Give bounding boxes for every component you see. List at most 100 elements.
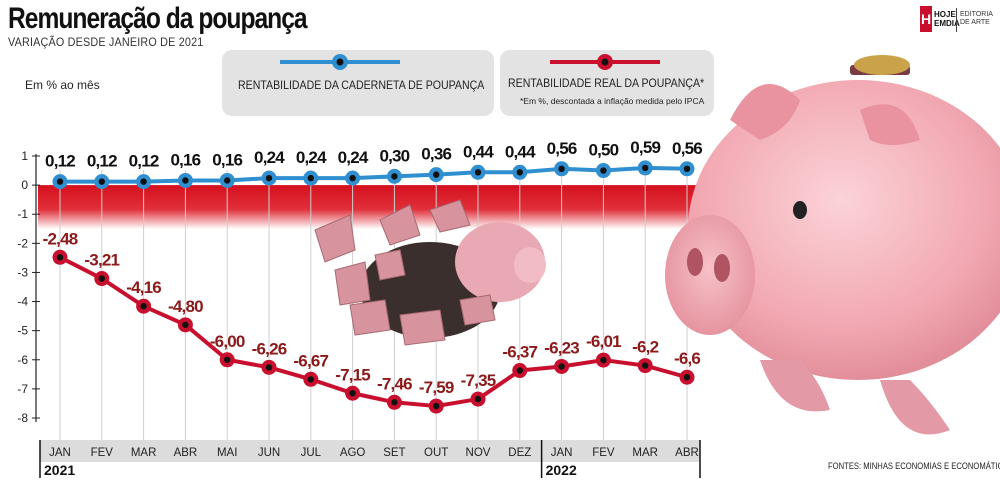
savings-data-label: 0,24 [296, 148, 327, 167]
broken-pig-head [455, 222, 545, 302]
savings-point-core [433, 171, 440, 178]
real-return-data-label: -2,48 [43, 229, 78, 248]
pig-leg [880, 380, 950, 435]
x-tick-label: AGO [340, 447, 366, 459]
real-return-data-label: -6,67 [293, 351, 328, 370]
savings-point-core [391, 173, 398, 180]
savings-point-core [56, 178, 64, 185]
x-tick-label: JAN [551, 447, 573, 459]
y-tick-label: -4 [17, 295, 28, 309]
savings-data-label: 0,56 [672, 139, 702, 158]
brand-h-icon: H [920, 6, 932, 32]
real-return-data-label: -6,6 [674, 349, 700, 368]
real-return-point-core [265, 364, 273, 371]
x-tick-label: MAR [131, 447, 157, 459]
pig-eye [793, 201, 807, 219]
y-tick-label: -5 [17, 324, 28, 338]
savings-data-label: 0,12 [87, 152, 117, 171]
x-tick-label: DEZ [508, 447, 531, 459]
x-tick-label: ABR [675, 447, 699, 459]
brand-editoria: EDITORIA DE ARTE [960, 11, 993, 26]
y-tick-label: -7 [17, 382, 28, 396]
x-tick-label: OUT [424, 447, 448, 459]
y-tick-label: -8 [17, 411, 28, 425]
real-return-point-core [307, 376, 314, 383]
pig-shard [334, 261, 371, 306]
savings-data-label: 0,16 [170, 150, 200, 169]
real-return-data-label: -7,15 [335, 365, 370, 384]
y-tick-label: -6 [17, 353, 28, 367]
savings-point-core [140, 178, 147, 185]
x-tick-label: MAI [217, 447, 237, 459]
real-return-point-core [349, 390, 356, 397]
real-return-point-core [516, 367, 523, 374]
savings-point-core [224, 177, 231, 184]
real-return-data-label: -6,00 [210, 332, 245, 351]
savings-data-label: 0,36 [421, 145, 451, 164]
savings-point-core [307, 174, 314, 182]
y-tick-label: -1 [17, 207, 28, 221]
x-tick-label: FEV [91, 447, 114, 459]
pig-shard [429, 199, 471, 233]
page-subtitle: VARIAÇÃO DESDE JANEIRO DE 2021 [8, 35, 204, 49]
y-tick-label: 0 [21, 178, 28, 192]
legend-red-label: RENTABILIDADE REAL DA POUPANÇA* [508, 78, 705, 90]
y-tick-label: 1 [21, 149, 28, 163]
brand-divider [956, 8, 957, 32]
y-axis-label: Em % ao mês [25, 78, 100, 92]
x-tick-label: SET [383, 447, 405, 459]
x-tick-label: JUN [258, 447, 280, 459]
x-tick-label: ABR [174, 447, 198, 459]
real-return-data-label: -4,16 [126, 278, 161, 297]
x-tick-label: JUL [301, 447, 322, 459]
savings-point-core [98, 178, 106, 185]
savings-data-label: 0,50 [588, 141, 618, 160]
x-tick-label: FEV [592, 447, 615, 459]
real-return-data-label: -7,35 [461, 371, 496, 390]
pig-nostril [714, 254, 730, 282]
savings-point-core [349, 174, 356, 182]
savings-data-label: 0,59 [630, 138, 660, 157]
savings-point-core [182, 177, 189, 184]
savings-data-label: 0,16 [212, 150, 242, 169]
savings-data-label: 0,12 [45, 152, 75, 171]
real-return-point-core [433, 402, 440, 410]
real-return-data-label: -7,46 [377, 374, 412, 393]
brand-name: HOJE EMDIA [934, 10, 960, 28]
pig-leg [760, 360, 830, 412]
real-return-data-label: -3,21 [84, 251, 119, 270]
savings-point-core [600, 167, 607, 174]
pig-shard [314, 214, 356, 263]
real-return-data-label: -4,80 [168, 297, 203, 316]
real-return-line [59, 255, 688, 409]
savings-line [60, 165, 688, 184]
pig-shard [399, 309, 446, 346]
savings-data-label: 0,12 [129, 152, 159, 171]
pig-snout [665, 215, 755, 335]
real-return-data-label: -6,23 [544, 338, 579, 357]
savings-data-label: 0,24 [254, 148, 285, 167]
savings-point-core [683, 165, 691, 173]
coin [854, 55, 910, 75]
x-tick-label: JAN [49, 447, 71, 459]
pig-nostril [687, 248, 703, 276]
y-tick-label: -3 [17, 265, 28, 279]
pig-shard [459, 294, 496, 326]
savings-point-core [558, 165, 565, 173]
pig-ear-right [860, 104, 920, 145]
broken-piggy-image [314, 199, 546, 346]
pig-shard [379, 204, 421, 246]
real-return-point-core [98, 275, 106, 282]
real-return-data-label: -6,2 [632, 338, 658, 357]
x-tick-label: MAR [632, 447, 658, 459]
year-label: 2022 [546, 462, 577, 478]
real-return-data-label: -6,37 [502, 343, 537, 362]
pig-shard [349, 299, 391, 336]
y-tick-label: -2 [17, 236, 28, 250]
real-return-point-core [683, 374, 691, 381]
real-return-point-core [391, 399, 398, 406]
real-return-data-label: -7,59 [419, 378, 454, 397]
real-return-point-core [140, 303, 147, 310]
savings-data-label: 0,56 [547, 139, 577, 158]
savings-point-core [474, 169, 482, 176]
